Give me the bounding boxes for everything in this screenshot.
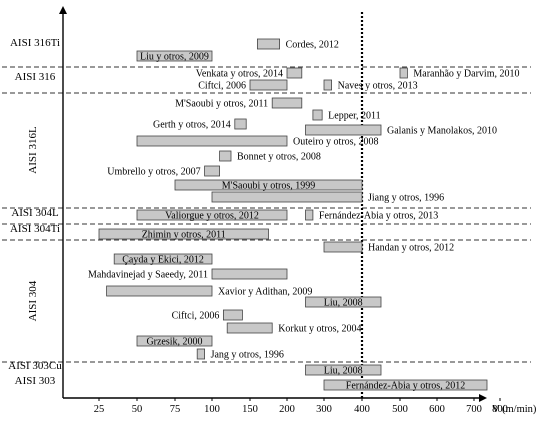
range-bar xyxy=(136,135,288,147)
x-tick-label: 600 xyxy=(429,404,445,415)
group-label: AISI 304Ti xyxy=(10,223,60,235)
bar-label: Venkata y otros, 2014 xyxy=(196,69,283,80)
bar-label: Xavior y Adithan, 2009 xyxy=(218,287,312,298)
bar-label: Çayda y Ekici, 2012 xyxy=(122,255,204,266)
bar-label: Lepper, 2011 xyxy=(328,111,381,122)
x-axis-title: V (m/min) xyxy=(492,404,537,415)
range-bar xyxy=(106,285,213,297)
x-tick-label: 50 xyxy=(132,404,143,415)
range-bar xyxy=(323,379,488,391)
range-bar xyxy=(226,322,273,334)
range-bar xyxy=(211,268,288,280)
bar-label: Zhimin y otros, 2011 xyxy=(142,230,226,241)
bar-label: Fernández-Abia y otros, 2013 xyxy=(319,211,438,222)
range-bar xyxy=(211,191,363,203)
x-tick-label: 100 xyxy=(204,404,220,415)
bar-label: Outeiro y otros, 2008 xyxy=(293,137,379,148)
x-tick-label: 25 xyxy=(94,404,105,415)
x-tick-label: 75 xyxy=(170,404,181,415)
range-bar xyxy=(305,209,314,221)
x-tick-label: 200 xyxy=(279,404,295,415)
range-bar xyxy=(399,67,408,79)
bar-label: Liu, 2008 xyxy=(324,366,363,377)
bar-label: Galanis y Manolakos, 2010 xyxy=(387,126,497,137)
group-label: AISI 316 xyxy=(15,71,56,83)
group-label: AISI 316L xyxy=(27,126,39,174)
x-tick-label: 400 xyxy=(354,404,370,415)
bar-label: Cordes, 2012 xyxy=(286,40,339,51)
bar-label: M'Saoubi y otros, 1999 xyxy=(222,181,315,192)
bar-label: Ciftci, 2006 xyxy=(172,311,220,322)
bar-label: M'Saoubi y otros, 2011 xyxy=(175,99,268,110)
range-bar xyxy=(271,97,303,109)
range-bar xyxy=(249,79,288,91)
group-label: AISI 303 xyxy=(15,375,56,387)
range-bar xyxy=(174,179,363,191)
bar-label: Grzesik, 2000 xyxy=(146,337,202,348)
range-bar xyxy=(312,109,323,121)
bar-label: Mahdavinejad y Saeedy, 2011 xyxy=(88,270,208,281)
range-bar xyxy=(196,348,205,360)
range-bar xyxy=(136,209,288,221)
group-label: AISI 316Ti xyxy=(10,37,60,49)
bar-label: Naves y otros, 2013 xyxy=(338,81,418,92)
range-bar xyxy=(136,335,213,347)
bar-label: Ciftci, 2006 xyxy=(198,81,246,92)
x-tick-label: 150 xyxy=(242,404,258,415)
range-bar xyxy=(219,150,232,162)
bar-label: Maranhão y Darvim, 2010 xyxy=(413,69,519,80)
bars-layer xyxy=(98,38,488,391)
bar-label: Valiorgue y otros, 2012 xyxy=(165,211,259,222)
bar-labels-layer: Cordes, 2012 Liu y otros, 2009 Venkata y o… xyxy=(88,40,520,392)
bar-label: Bonnet y otros, 2008 xyxy=(237,152,321,163)
range-bar xyxy=(98,228,269,240)
range-bar xyxy=(256,38,280,50)
bar-label: Umbrello y otros, 2007 xyxy=(107,167,200,178)
group-label: AISI 304 xyxy=(27,280,39,321)
bar-label: Handan y otros, 2012 xyxy=(368,243,454,254)
range-bar xyxy=(286,67,303,79)
x-tick-label: 800 xyxy=(492,404,508,415)
bar-label: Liu y otros, 2009 xyxy=(140,52,209,63)
range-bar xyxy=(305,296,382,308)
range-bar xyxy=(323,241,363,253)
bar-label: Jiang y otros, 1996 xyxy=(368,193,444,204)
bar-label: Liu, 2008 xyxy=(324,298,363,309)
range-bar xyxy=(323,79,332,91)
range-bar xyxy=(204,165,221,177)
x-tick-label: 300 xyxy=(316,404,332,415)
range-bar xyxy=(305,124,382,136)
range-bar xyxy=(136,50,213,62)
group-label: AISI 304L xyxy=(11,207,59,219)
group-labels-layer: AISI 316Ti AISI 316 AISI 316L AISI 304L AISI… xyxy=(8,37,62,387)
group-label: AISI 303Cu xyxy=(8,360,62,372)
bar-label: Gerth y otros, 2014 xyxy=(153,120,231,131)
x-tick-label: 500 xyxy=(392,404,408,415)
range-bar xyxy=(113,253,213,265)
axes-layer xyxy=(59,6,487,402)
range-bar xyxy=(222,309,243,321)
range-bar xyxy=(234,118,247,130)
group-separators xyxy=(2,66,531,363)
range-bar xyxy=(305,364,382,376)
x-tick-label: 700 xyxy=(466,404,482,415)
bar-label: Fernández-Abia y otros, 2012 xyxy=(346,381,465,392)
bar-label: Korkut y otros, 2004 xyxy=(278,324,361,335)
bar-label: Jang y otros, 1996 xyxy=(211,350,284,361)
